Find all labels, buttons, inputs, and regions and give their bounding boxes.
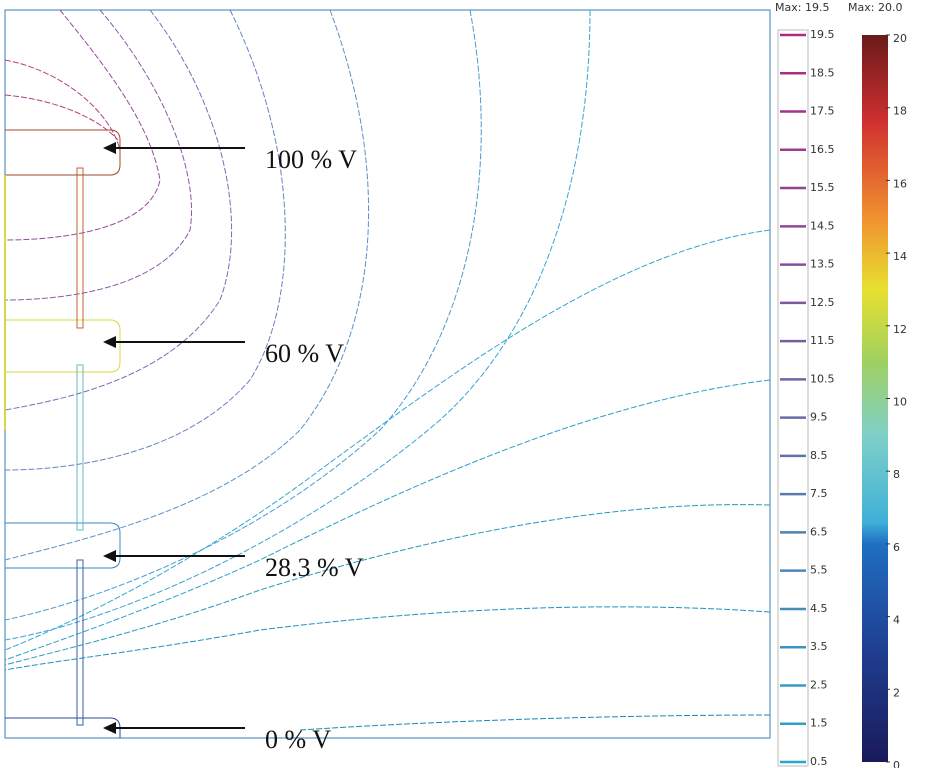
- electrode: [5, 522, 121, 569]
- arrow-head: [103, 722, 116, 734]
- contour-legend-label: 8.5: [810, 449, 828, 462]
- color-bar-label: 0: [893, 759, 900, 768]
- contour-line: [4, 94, 119, 141]
- contour-legend-label: 0.5: [810, 755, 828, 768]
- contour-legend-label: 13.5: [810, 258, 835, 271]
- contour-legend-frame: [777, 29, 809, 767]
- annotations: 100 % V 60 % V 28.3 % V 0 % V: [103, 142, 364, 754]
- domain-border: [4, 9, 771, 739]
- contour-line: [4, 59, 121, 151]
- contour-legend-label: 14.5: [810, 219, 835, 232]
- contour-legend-label: 17.5: [810, 105, 835, 118]
- annotation-label: 0 % V: [265, 725, 331, 754]
- contour-legend-label: 3.5: [810, 640, 828, 653]
- color-bar-label: 18: [893, 105, 907, 118]
- electrode: [5, 129, 121, 176]
- arrow-head: [103, 550, 116, 562]
- color-bar-label: 4: [893, 614, 900, 627]
- plot-area: [4, 9, 771, 739]
- contour-line: [4, 9, 591, 641]
- contour-legend-label: 4.5: [810, 602, 828, 615]
- color-bar-label: 10: [893, 396, 907, 409]
- contour-legend-label: 9.5: [810, 411, 828, 424]
- annotation-label: 28.3 % V: [265, 553, 364, 582]
- color-bar-label: 14: [893, 250, 907, 263]
- contour-line: [4, 9, 233, 411]
- contour-legend-max: Max: 19.5: [775, 1, 829, 14]
- color-legend-max: Max: 20.0: [848, 1, 902, 14]
- contour-legend-label: 15.5: [810, 181, 835, 194]
- color-bar-label: 8: [893, 468, 900, 481]
- contour-line: [4, 9, 482, 621]
- contour-legend-label: 7.5: [810, 487, 828, 500]
- insulator-rod: [76, 364, 84, 531]
- electrode: [5, 319, 121, 373]
- contour-line: [4, 229, 771, 651]
- annotation-label: 100 % V: [265, 145, 357, 174]
- color-bar-label: 6: [893, 541, 900, 554]
- contour-legend-label: 10.5: [810, 372, 835, 385]
- contour-legend-label: 16.5: [810, 143, 835, 156]
- contour-legend-label: 2.5: [810, 678, 828, 691]
- arrow-head: [103, 336, 116, 348]
- contour-legend-label: 1.5: [810, 717, 828, 730]
- contour-line: [4, 9, 286, 471]
- color-bar-label: 16: [893, 177, 907, 190]
- contour-line: [4, 9, 192, 301]
- contour-legend-label: 6.5: [810, 525, 828, 538]
- contour-legend-label: 19.5: [810, 28, 835, 41]
- insulator-rod: [76, 559, 84, 726]
- contour-line: [4, 504, 771, 666]
- contour-legend-label: 11.5: [810, 334, 835, 347]
- contour-legend-label: 12.5: [810, 296, 835, 309]
- contour-legend-label: 5.5: [810, 564, 828, 577]
- contour-line: [4, 9, 369, 561]
- annotation-label: 60 % V: [265, 339, 344, 368]
- arrow-head: [103, 142, 116, 154]
- color-bar-label: 2: [893, 686, 900, 699]
- color-bar-label: 20: [893, 32, 907, 45]
- color-bar-label: 12: [893, 323, 907, 336]
- contour-line: [299, 714, 771, 731]
- contour-legend-label: 18.5: [810, 66, 835, 79]
- color-bar: [862, 35, 888, 762]
- contour-line: [4, 606, 771, 671]
- insulator-rod: [76, 167, 84, 329]
